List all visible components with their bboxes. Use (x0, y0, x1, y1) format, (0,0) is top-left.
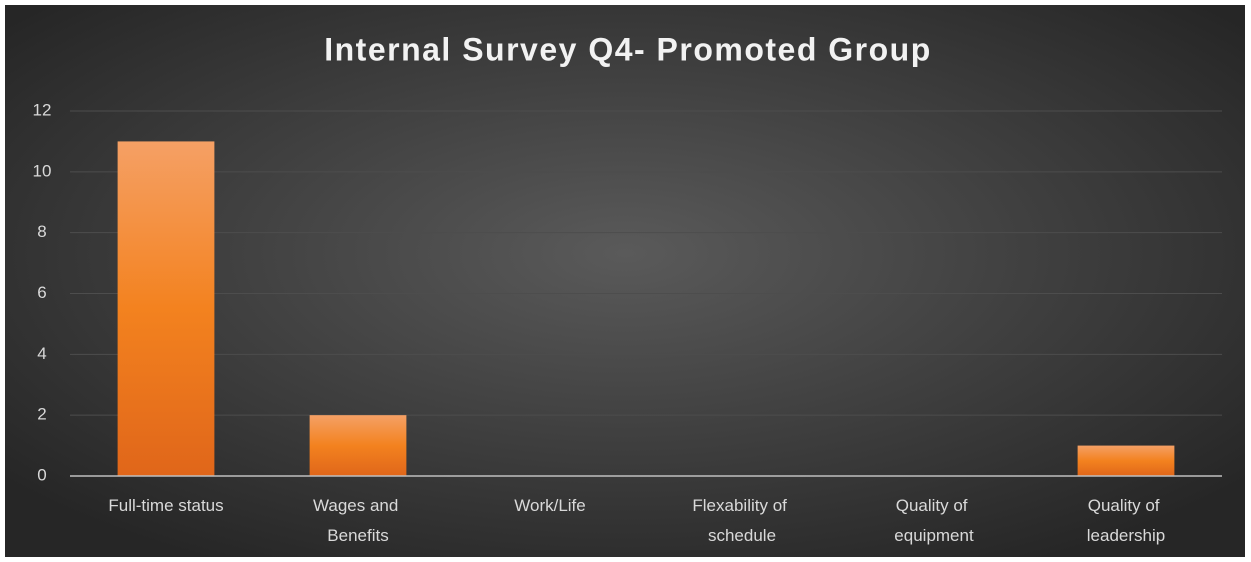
bar (1077, 445, 1175, 476)
y-tick-label: 0 (37, 465, 46, 484)
x-tick-label: Work/Life (514, 496, 586, 515)
y-tick-label: 12 (33, 100, 52, 119)
y-tick-label: 2 (37, 405, 46, 424)
bar (309, 415, 407, 476)
chart-title: Internal Survey Q4- Promoted Group (324, 31, 932, 67)
x-tick-label: Quality of leadership (1087, 496, 1165, 545)
y-tick-label: 10 (33, 161, 52, 180)
x-tick-label: Wages and Benefits (313, 496, 403, 545)
x-tick-label: Quality of equipment (894, 496, 974, 545)
y-tick-label: 6 (37, 283, 46, 302)
x-tick-label: Flexability of schedule (692, 496, 791, 545)
y-tick-label: 4 (37, 344, 46, 363)
y-tick-label: 8 (37, 222, 46, 241)
bar (117, 141, 215, 476)
x-tick-label: Full-time status (108, 496, 223, 515)
